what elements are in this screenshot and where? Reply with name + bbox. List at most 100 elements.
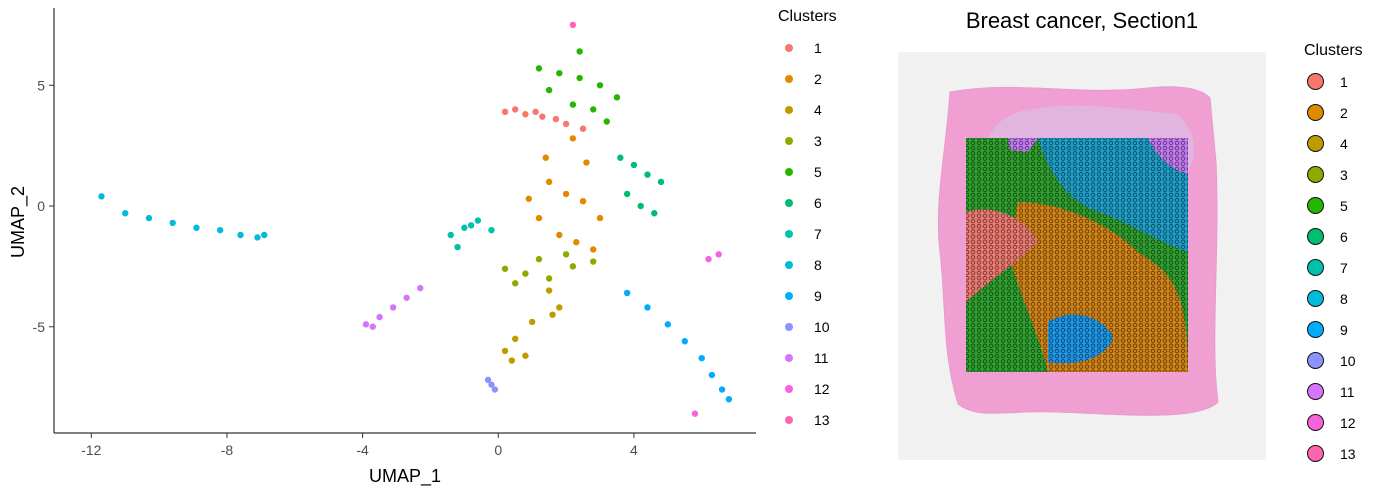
cluster-7-point xyxy=(447,231,454,239)
cluster-11-point xyxy=(403,294,410,301)
cluster-2-point xyxy=(596,214,604,222)
umap-scatter-plot: -12 -8 -4 0 4 5 0 -5 UMAP_1 UMAP_2 xyxy=(8,8,756,487)
legend-item-cluster-1: 1 xyxy=(1304,66,1363,97)
cluster-7-point xyxy=(474,217,482,224)
cluster-6-point xyxy=(637,202,644,210)
legend-item-cluster-3: 3 xyxy=(778,125,837,156)
cluster-2-point xyxy=(542,154,549,161)
legend-label: 5 xyxy=(1340,197,1348,214)
legend-label: 6 xyxy=(814,194,822,211)
legend-item-cluster-8: 8 xyxy=(778,249,837,280)
legend-item-cluster-13: 13 xyxy=(1304,438,1363,469)
cluster-2-point xyxy=(545,178,553,186)
cluster-3-point xyxy=(512,280,519,287)
cluster-8-point xyxy=(237,231,244,239)
legend-label: 8 xyxy=(1340,290,1348,307)
cluster-5-point xyxy=(556,69,563,77)
legend-items: 1 2 4 3 5 6 7 8 9 10 11 12 13 xyxy=(778,32,837,435)
cluster-5-point xyxy=(576,48,583,55)
legend-item-cluster-6: 6 xyxy=(1304,221,1363,252)
cluster-12-point xyxy=(715,251,722,258)
legend-swatch xyxy=(778,409,800,431)
cluster-13-point xyxy=(569,21,577,29)
legend-label: 11 xyxy=(814,349,829,366)
cluster-9-point xyxy=(644,304,651,311)
cluster-6-point xyxy=(630,161,638,169)
cluster-8-point xyxy=(169,219,176,227)
legend-swatch xyxy=(1304,412,1326,434)
legend-swatch xyxy=(1304,257,1326,279)
cluster-4-point xyxy=(556,304,563,311)
legend-label: 9 xyxy=(1340,321,1348,338)
cluster-6-point xyxy=(651,210,658,217)
cluster-7-point xyxy=(454,243,461,251)
legend-label: 7 xyxy=(814,225,822,242)
legend-swatch xyxy=(778,285,800,307)
cluster-5-point xyxy=(576,74,583,82)
legend-item-cluster-7: 7 xyxy=(1304,252,1363,283)
legend-color-dot xyxy=(1306,135,1324,152)
cluster-4-point xyxy=(528,318,536,326)
cluster-1-point xyxy=(532,108,539,116)
legend-item-cluster-13: 13 xyxy=(778,404,837,435)
cluster-11-point xyxy=(376,313,383,321)
cluster-9-point xyxy=(623,289,631,297)
legend-label: 13 xyxy=(814,411,830,428)
legend-color-dot xyxy=(1306,259,1324,276)
legend-color-dot xyxy=(785,322,793,331)
cluster-4-point xyxy=(501,347,509,355)
legend-item-cluster-2: 2 xyxy=(778,63,837,94)
legend-label: 7 xyxy=(1340,259,1348,276)
legend-item-cluster-10: 10 xyxy=(1304,345,1363,376)
cluster-9-point xyxy=(718,386,726,393)
cluster-3-point xyxy=(562,251,570,258)
tissue-svg xyxy=(937,86,1219,416)
legend-swatch xyxy=(1304,133,1326,155)
legend-label: 8 xyxy=(814,256,822,273)
x-axis-ticks: -12 -8 -4 0 4 xyxy=(81,433,638,458)
cluster-11-point xyxy=(362,321,370,328)
cluster-3-point xyxy=(522,270,529,277)
legend-color-dot xyxy=(785,167,793,176)
legend-color-dot xyxy=(1306,166,1324,183)
cluster-5-point xyxy=(569,101,577,108)
cluster-3-point xyxy=(501,265,509,272)
cluster-4-point xyxy=(549,311,556,318)
legend-swatch xyxy=(778,347,800,369)
legend-label: 4 xyxy=(1340,135,1348,152)
legend-label: 12 xyxy=(814,380,830,397)
legend-color-dot xyxy=(1306,383,1324,400)
legend-item-cluster-12: 12 xyxy=(778,373,837,404)
legend-color-dot xyxy=(785,136,793,145)
cluster-4-point xyxy=(512,335,519,343)
legend-label: 3 xyxy=(814,132,822,149)
legend-item-cluster-5: 5 xyxy=(1304,190,1363,221)
legend-title: Clusters xyxy=(1304,42,1363,59)
legend-item-cluster-7: 7 xyxy=(778,218,837,249)
cluster-8-point xyxy=(98,193,105,200)
legend-swatch xyxy=(1304,443,1326,465)
y-tick-label: 5 xyxy=(37,77,45,93)
legend-item-cluster-1: 1 xyxy=(778,32,837,63)
legend-label: 10 xyxy=(1340,352,1356,369)
cluster-5-point xyxy=(613,94,621,101)
legend-item-cluster-8: 8 xyxy=(1304,283,1363,314)
y-tick-label: 0 xyxy=(37,198,45,214)
legend-swatch xyxy=(778,378,800,400)
x-tick-label: -8 xyxy=(221,442,234,458)
cluster-7-point xyxy=(461,224,468,231)
cluster-2-point xyxy=(573,239,580,246)
legend-label: 10 xyxy=(814,318,830,335)
cluster-8-point xyxy=(261,231,268,239)
legend-item-cluster-12: 12 xyxy=(1304,407,1363,438)
x-tick-label: -12 xyxy=(81,442,101,458)
legend-label: 9 xyxy=(814,287,822,304)
legend-color-dot xyxy=(785,353,793,362)
umap-legend: Clusters 1 2 4 3 5 6 7 8 9 10 11 12 13 xyxy=(778,8,837,435)
cluster-3-point xyxy=(535,255,543,263)
cluster-5-point xyxy=(535,65,543,72)
legend-label: 11 xyxy=(1340,383,1355,400)
legend-color-dot xyxy=(785,105,793,114)
legend-label: 13 xyxy=(1340,445,1356,462)
cluster-1-point xyxy=(562,120,570,128)
